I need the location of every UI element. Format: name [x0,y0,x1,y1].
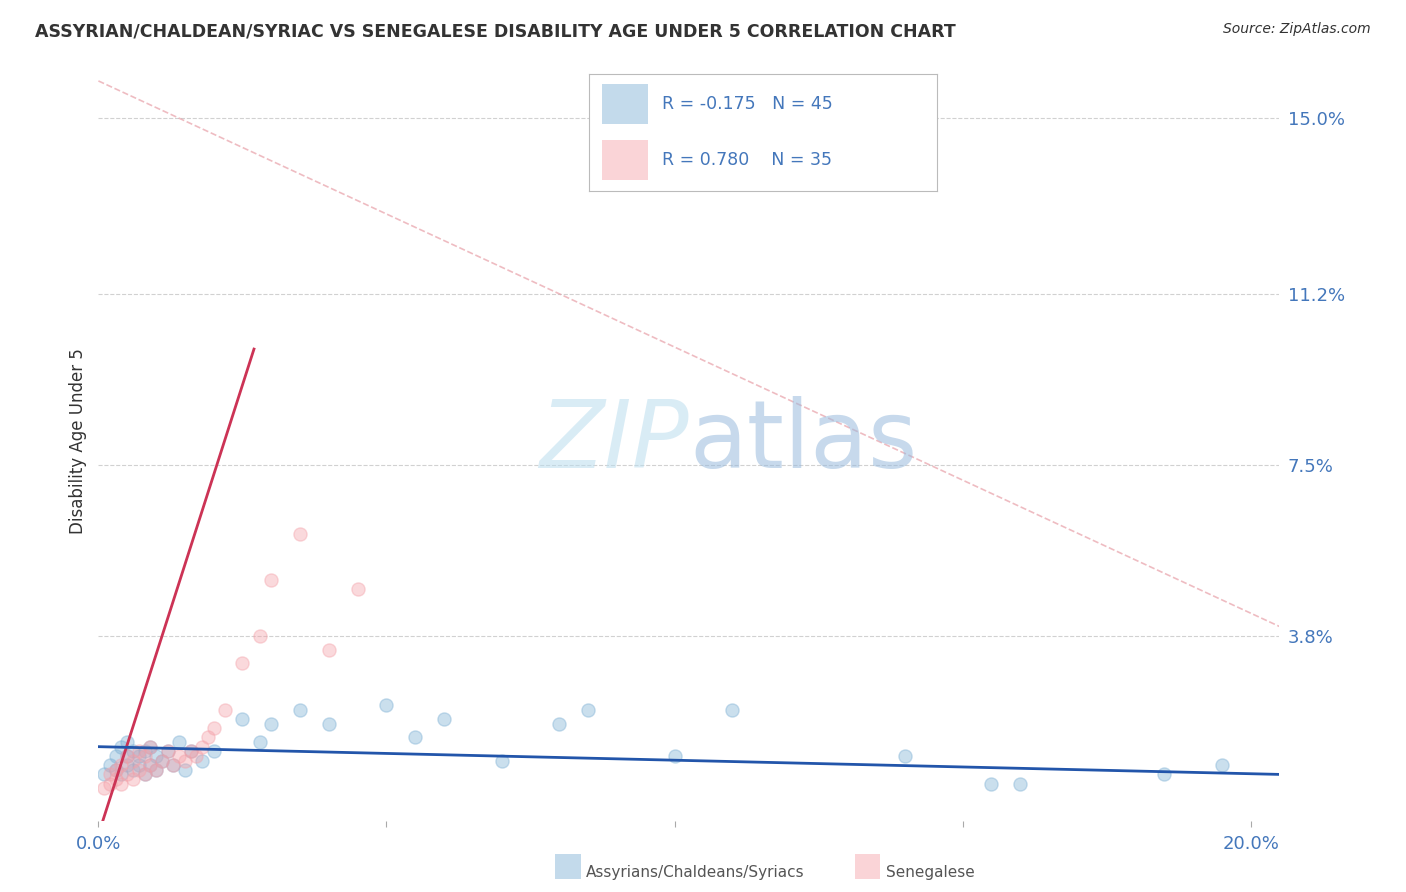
Point [249,735,271,749]
Point [134,748,156,763]
Point [122,744,145,758]
Point [115,748,138,763]
Point [162,758,184,772]
Point [180,744,202,758]
Point [156,744,179,758]
Point [1211,758,1233,772]
Point [115,767,138,781]
Point [156,744,179,758]
Point [145,763,167,777]
Point [721,703,744,717]
Point [186,748,208,763]
Point [231,712,253,726]
Text: Senegalese: Senegalese [886,865,974,880]
Point [122,763,145,777]
Point [288,527,311,541]
Point [576,703,599,717]
Point [491,754,513,768]
Point [346,582,368,597]
Point [173,754,195,768]
Point [128,744,150,758]
Point [191,739,214,754]
Point [122,772,145,786]
Point [93,781,115,796]
Point [249,629,271,643]
Point [173,763,195,777]
Point [115,748,138,763]
Point [139,739,162,754]
Point [150,754,173,768]
Point [288,703,311,717]
Y-axis label: Disability Age Under 5: Disability Age Under 5 [69,349,87,534]
Point [202,721,225,735]
Point [318,716,340,731]
Point [110,777,132,791]
Point [167,735,190,749]
Point [134,744,156,758]
Point [260,716,283,731]
Point [104,763,127,777]
Point [139,758,162,772]
Point [231,657,253,671]
Point [98,767,121,781]
Point [104,772,127,786]
Point [98,777,121,791]
Point [104,748,127,763]
Point [214,703,236,717]
Point [110,767,132,781]
Point [1153,767,1175,781]
Text: Assyrians/Chaldeans/Syriacs: Assyrians/Chaldeans/Syriacs [586,865,804,880]
Text: ASSYRIAN/CHALDEAN/SYRIAC VS SENEGALESE DISABILITY AGE UNDER 5 CORRELATION CHART: ASSYRIAN/CHALDEAN/SYRIAC VS SENEGALESE D… [35,22,956,40]
Text: Source: ZipAtlas.com: Source: ZipAtlas.com [1223,22,1371,37]
Point [128,763,150,777]
Text: ZIP: ZIP [540,396,689,487]
Point [202,744,225,758]
Point [134,767,156,781]
Point [145,748,167,763]
Point [128,758,150,772]
Point [104,763,127,777]
Point [548,716,571,731]
Point [167,748,190,763]
Point [318,642,340,657]
Point [145,763,167,777]
Point [139,739,162,754]
Point [433,712,456,726]
Point [115,758,138,772]
Point [139,758,162,772]
Point [664,748,686,763]
Point [110,758,132,772]
Text: atlas: atlas [689,395,917,488]
Point [128,748,150,763]
Point [98,758,121,772]
Point [122,754,145,768]
Point [110,739,132,754]
Point [162,758,184,772]
Point [150,754,173,768]
Point [1010,777,1032,791]
Point [191,754,214,768]
Point [260,573,283,587]
Point [197,731,219,745]
Point [115,735,138,749]
Point [894,748,917,763]
Point [93,767,115,781]
Point [180,744,202,758]
Point [375,698,398,712]
Point [404,731,426,745]
Point [980,777,1002,791]
Point [134,767,156,781]
